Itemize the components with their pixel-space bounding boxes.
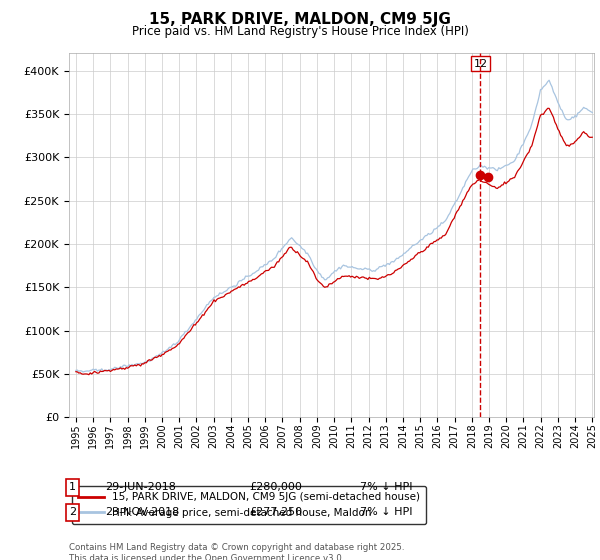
Text: 7% ↓ HPI: 7% ↓ HPI [360, 482, 413, 492]
Text: 12: 12 [473, 59, 487, 69]
Text: Contains HM Land Registry data © Crown copyright and database right 2025.
This d: Contains HM Land Registry data © Crown c… [69, 543, 404, 560]
Text: £280,000: £280,000 [249, 482, 302, 492]
Legend: 15, PARK DRIVE, MALDON, CM9 5JG (semi-detached house), HPI: Average price, semi-: 15, PARK DRIVE, MALDON, CM9 5JG (semi-de… [71, 486, 427, 524]
Text: 1: 1 [69, 482, 76, 492]
Text: £277,250: £277,250 [249, 507, 302, 517]
Text: 29-JUN-2018: 29-JUN-2018 [105, 482, 176, 492]
Text: 23-NOV-2018: 23-NOV-2018 [105, 507, 179, 517]
Text: 15, PARK DRIVE, MALDON, CM9 5JG: 15, PARK DRIVE, MALDON, CM9 5JG [149, 12, 451, 27]
Text: 7% ↓ HPI: 7% ↓ HPI [360, 507, 413, 517]
Text: 2: 2 [69, 507, 76, 517]
Text: Price paid vs. HM Land Registry's House Price Index (HPI): Price paid vs. HM Land Registry's House … [131, 25, 469, 38]
